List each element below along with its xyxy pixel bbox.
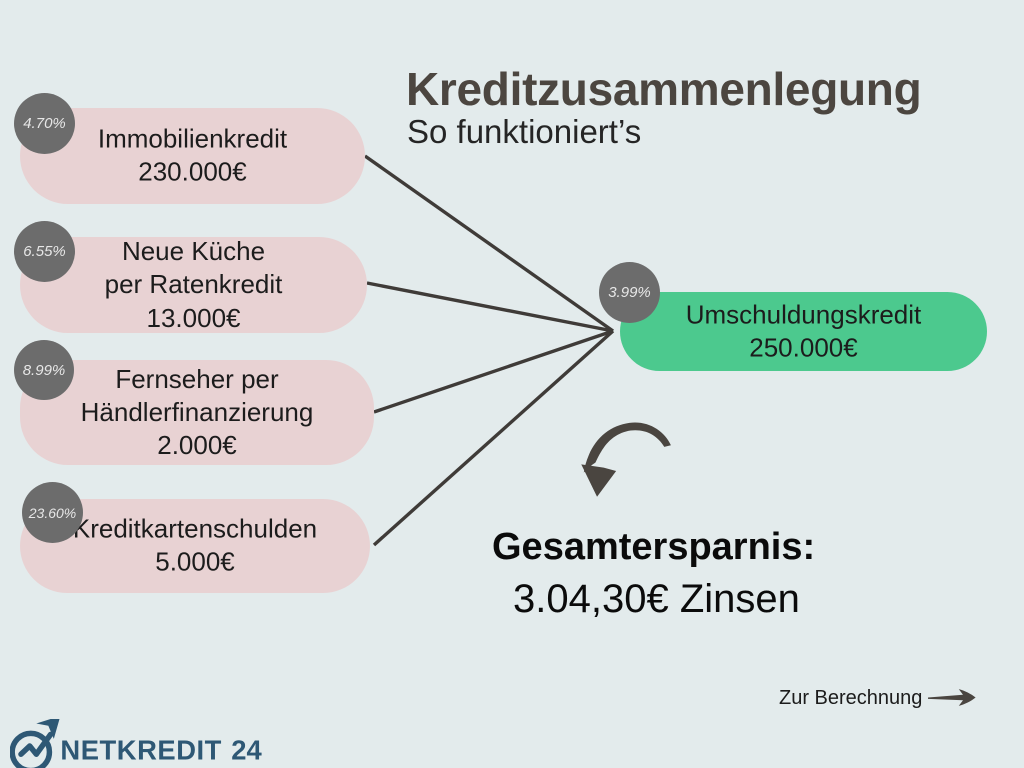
svg-text:24: 24 [231, 735, 262, 766]
svg-text:NETKREDIT: NETKREDIT [60, 735, 222, 766]
